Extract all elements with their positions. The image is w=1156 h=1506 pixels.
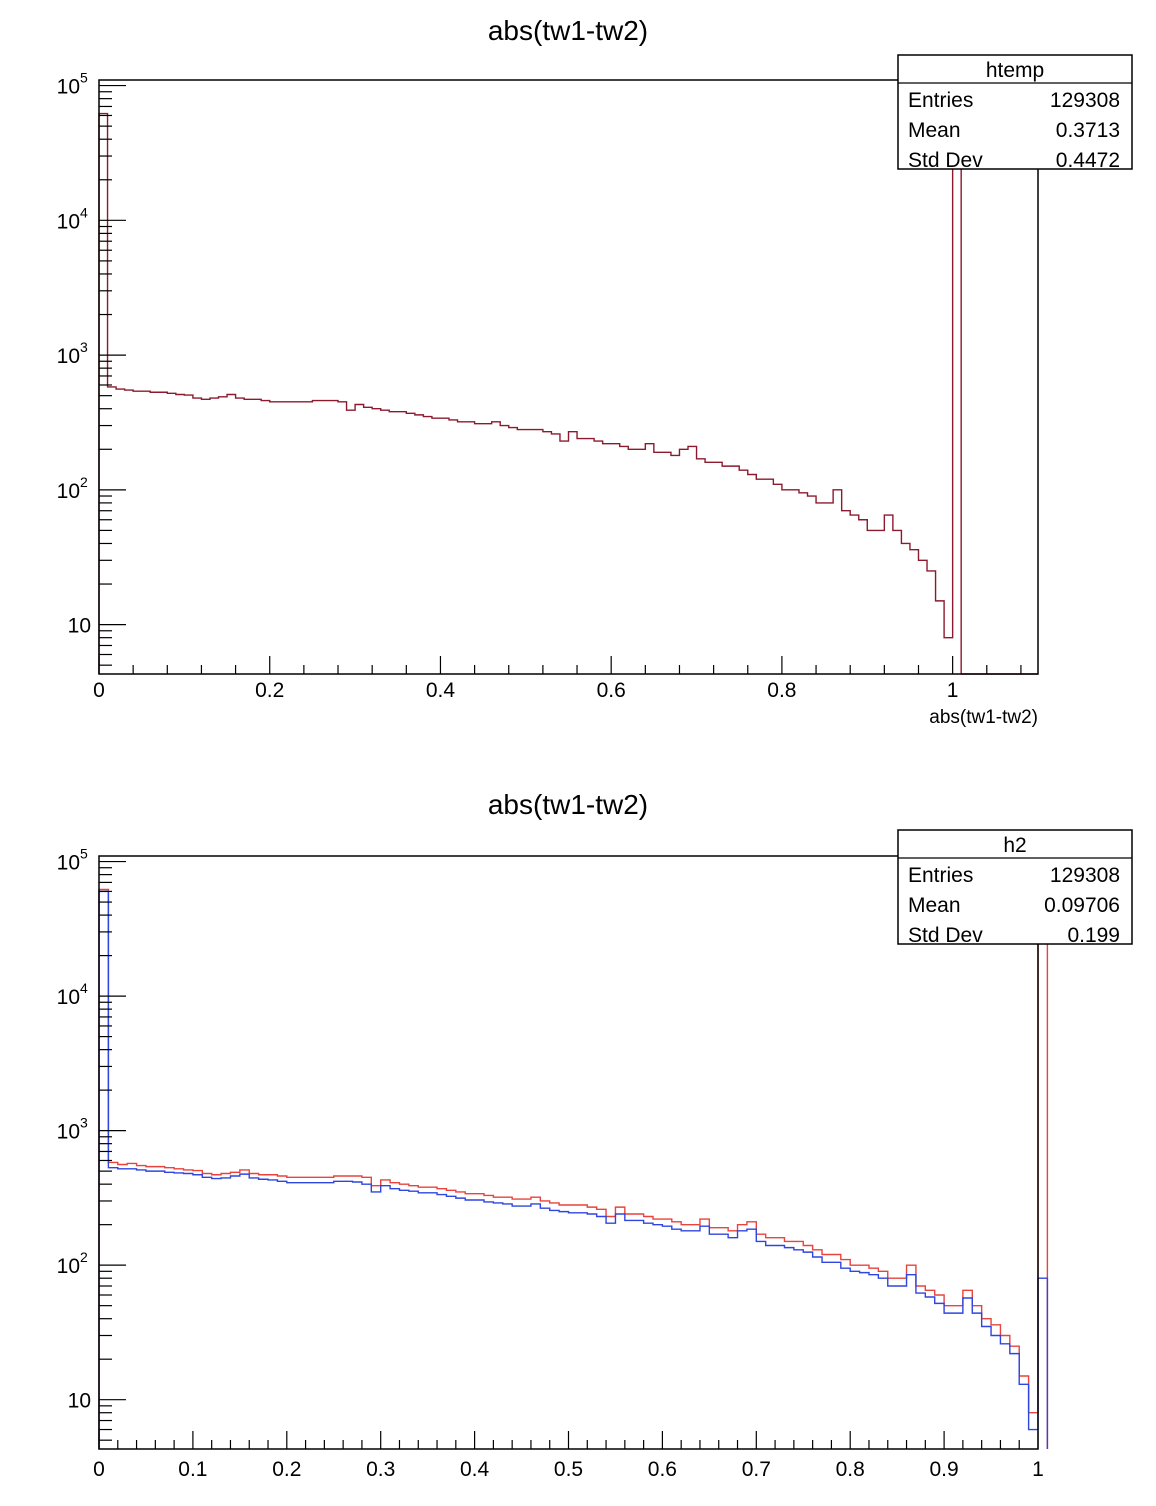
- y-tick-label: 10: [57, 480, 80, 503]
- stats-row-label: Std Dev: [908, 149, 983, 172]
- stats-row-value: 0.4472: [1056, 149, 1120, 172]
- x-tick-label: 0: [93, 679, 105, 702]
- stats-box-frame: [897, 54, 1133, 170]
- stats-box-name: h2: [1003, 834, 1026, 857]
- stats-row-label: Std Dev: [908, 924, 983, 947]
- top-histogram-series: [98, 112, 1038, 675]
- top-x-axis-title: abs(tw1-tw2): [929, 707, 1038, 728]
- y-tick-label: 10: [57, 76, 80, 99]
- y-tick-label: 10: [57, 1121, 80, 1144]
- y-tick-label: 10: [57, 210, 80, 233]
- bottom-stats-box: h2 Entries 129308 Mean 0.09706 Std Dev 0.199: [897, 829, 1133, 947]
- x-tick-label: 0.4: [460, 1458, 490, 1481]
- stats-row-label: Entries: [908, 89, 973, 112]
- stats-row-value: 0.09706: [1044, 894, 1120, 917]
- top-chart-title: abs(tw1-tw2): [488, 15, 648, 46]
- y-tick-exponent: 4: [80, 980, 88, 996]
- x-tick-label: 1: [947, 679, 959, 702]
- x-tick-label: 0.4: [426, 679, 456, 702]
- x-tick-label: 0.1: [178, 1458, 207, 1481]
- x-tick-label: 0.8: [836, 1458, 865, 1481]
- series-1-line: [98, 890, 1049, 1449]
- x-tick-label: 1: [1032, 1458, 1044, 1481]
- stats-row-label: Entries: [908, 864, 973, 887]
- stats-row-value: 129308: [1050, 864, 1120, 887]
- x-tick-label: 0.5: [554, 1458, 583, 1481]
- stats-row-value: 0.3713: [1056, 119, 1120, 142]
- bottom-histogram-pad: abs(tw1-tw2) 0 0.1 0.2 0.3 0.4 0.5 0.6 0.7 0.8 0.…: [57, 789, 1133, 1481]
- y-tick-exponent: 5: [80, 846, 88, 862]
- x-tick-label: 0.2: [272, 1458, 301, 1481]
- y-tick-label: 10: [57, 345, 80, 368]
- y-tick-exponent: 5: [80, 70, 88, 86]
- stats-box-name: htemp: [986, 59, 1044, 82]
- y-tick-label: 10: [68, 1390, 91, 1413]
- bottom-chart-title: abs(tw1-tw2): [488, 789, 648, 820]
- y-tick-label: 10: [57, 986, 80, 1009]
- x-tick-label: 0.2: [255, 679, 284, 702]
- x-tick-label: 0: [93, 1458, 105, 1481]
- y-tick-exponent: 2: [80, 474, 88, 490]
- stats-row-label: Mean: [908, 119, 961, 142]
- series-0-line: [98, 112, 1038, 675]
- stats-row-value: 0.199: [1067, 924, 1120, 947]
- stats-box-frame: [897, 829, 1133, 945]
- x-tick-label: 0.9: [929, 1458, 958, 1481]
- stats-row-label: Mean: [908, 894, 961, 917]
- y-tick-exponent: 2: [80, 1249, 88, 1265]
- stats-row-value: 129308: [1050, 89, 1120, 112]
- x-tick-label: 0.6: [648, 1458, 677, 1481]
- x-tick-label: 0.6: [597, 679, 626, 702]
- y-tick-exponent: 4: [80, 204, 88, 220]
- x-tick-label: 0.3: [366, 1458, 395, 1481]
- y-tick-label: 10: [68, 615, 91, 638]
- y-tick-label: 10: [57, 852, 80, 875]
- y-tick-label: 10: [57, 1255, 80, 1278]
- x-tick-label: 0.8: [767, 679, 796, 702]
- top-stats-box: htemp Entries 129308 Mean 0.3713 Std Dev 0.447…: [897, 54, 1133, 172]
- bottom-histogram-series: [98, 888, 1049, 1449]
- x-tick-label: 0.7: [742, 1458, 771, 1481]
- y-tick-exponent: 3: [80, 339, 88, 355]
- y-tick-exponent: 3: [80, 1115, 88, 1131]
- top-plot-frame: [98, 79, 1039, 675]
